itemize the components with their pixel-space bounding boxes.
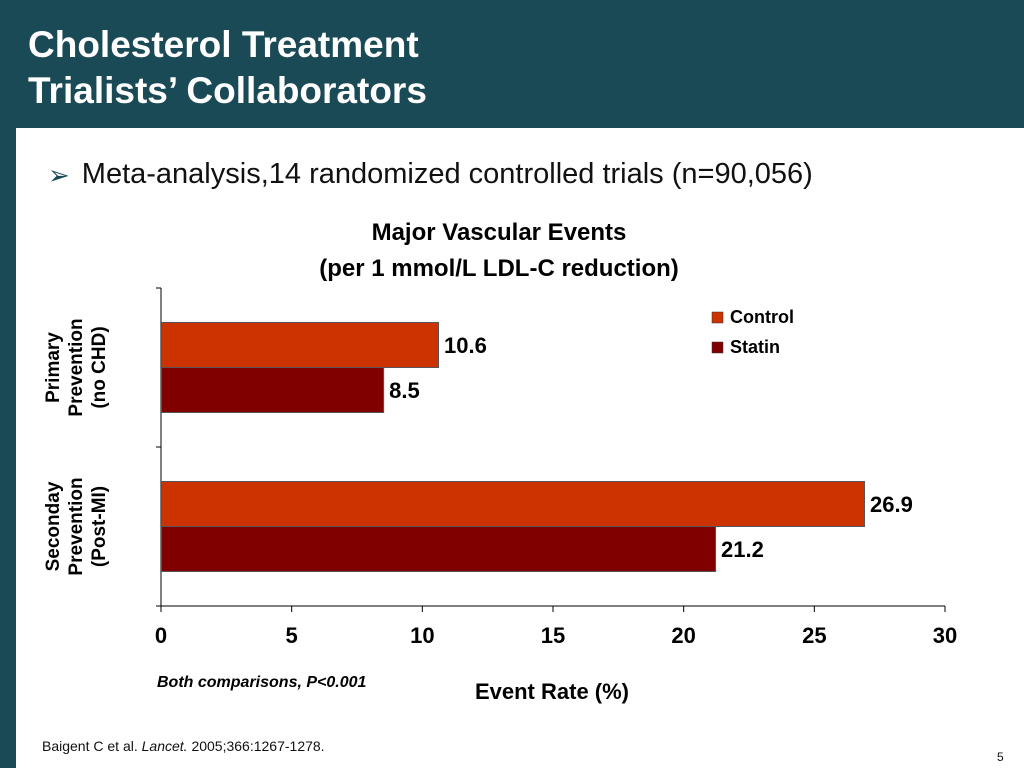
category-label: Prevention: [66, 318, 87, 416]
data-label: 26.9: [870, 492, 913, 517]
legend-swatch-control: [711, 311, 724, 324]
x-tick-label: 20: [671, 623, 695, 648]
data-label: 21.2: [721, 537, 764, 562]
arrow-bullet-icon: ➢: [48, 159, 70, 190]
x-tick-label: 15: [541, 623, 565, 648]
slide-title: Cholesterol Treatment Trialists’ Collabo…: [28, 22, 427, 114]
chart-title-line-1: Major Vascular Events: [372, 219, 627, 246]
header-bar: Cholesterol Treatment Trialists’ Collabo…: [0, 0, 1024, 128]
x-tick-label: 0: [155, 623, 167, 648]
bar-control-2: [161, 481, 865, 527]
bar-statin-2: [161, 526, 717, 572]
chart-title-line-2: (per 1 mmol/L LDL-C reduction): [319, 255, 679, 282]
bar-control-1: [161, 322, 440, 368]
category-label: (no CHD): [89, 326, 110, 408]
category-label: Prevention: [66, 477, 87, 575]
title-line-2: Trialists’ Collaborators: [28, 70, 427, 111]
citation: Baigent C et al. Lancet. 2005;366:1267-1…: [42, 738, 325, 754]
category-label: Primary: [43, 332, 64, 403]
slide-content: ➢ Meta-analysis,14 randomized controlled…: [16, 128, 1024, 768]
citation-details: 2005;366:1267-1278.: [187, 738, 325, 754]
x-tick-label: 30: [933, 623, 957, 648]
category-label: (Post-MI): [89, 486, 110, 567]
bar-statin-1: [161, 367, 385, 413]
citation-authors: Baigent C et al.: [42, 738, 142, 754]
x-tick-label: 10: [410, 623, 434, 648]
x-tick-label: 25: [802, 623, 826, 648]
citation-journal: Lancet.: [141, 738, 188, 754]
data-label: 8.5: [389, 378, 420, 403]
data-label: 10.6: [444, 333, 487, 358]
bullet-point: ➢ Meta-analysis,14 randomized controlled…: [48, 158, 813, 191]
x-axis-title: Event Rate (%): [475, 679, 629, 704]
legend-label-control: Control: [730, 307, 794, 327]
page-number: 5: [997, 750, 1004, 764]
title-line-1: Cholesterol Treatment: [28, 24, 419, 65]
bar-chart: Major Vascular Events (per 1 mmol/L LDL-…: [43, 219, 957, 704]
legend-swatch-statin: [711, 341, 724, 354]
footnote-text: Both comparisons, P<0.001: [157, 674, 367, 691]
bullet-text: Meta-analysis,14 randomized controlled t…: [81, 158, 813, 190]
x-tick-label: 5: [286, 623, 298, 648]
legend-label-statin: Statin: [730, 337, 780, 357]
category-label: Seconday: [43, 481, 64, 571]
